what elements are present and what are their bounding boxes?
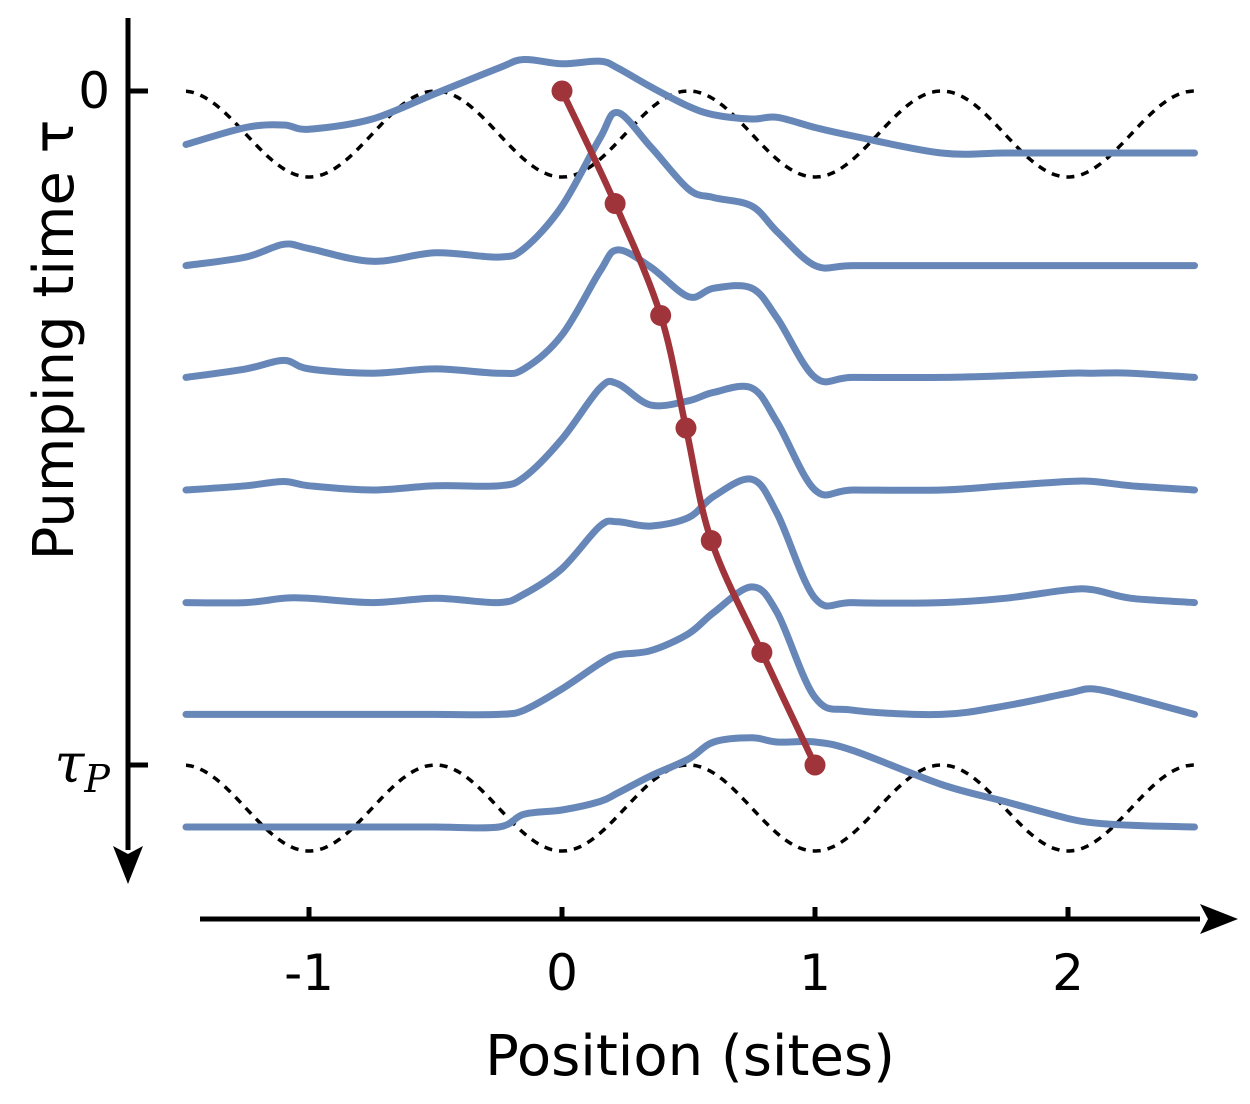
lattice-potential-2 — [185, 763, 1195, 853]
x-tick-label-4: 2 — [1052, 944, 1084, 1002]
center-of-mass-point-1 — [551, 80, 573, 102]
y-axis-title: Pumping time τ — [22, 120, 87, 561]
density-profile-7 — [182, 734, 1198, 832]
center-of-mass-point-2 — [604, 193, 626, 215]
center-of-mass-point-7 — [804, 754, 826, 776]
x-tick-label-2: 0 — [546, 944, 578, 1002]
density-profile-4 — [182, 377, 1198, 499]
x-axis-title: Position (sites) — [485, 1024, 895, 1089]
density-profile-5 — [182, 475, 1198, 610]
x-axis-arrowhead — [1200, 904, 1238, 934]
label-layer: Position (sites) Pumping time τ -1 0 1 2 0 τP — [22, 62, 1084, 1089]
axes-layer — [113, 18, 1238, 934]
lattice-layer — [185, 89, 1195, 853]
density-profile-3 — [182, 246, 1198, 386]
center-of-mass-point-6 — [751, 641, 773, 663]
center-of-mass-point-4 — [675, 417, 697, 439]
x-tick-label-3: 1 — [799, 944, 831, 1002]
y-tick-label-1: 0 — [78, 62, 110, 120]
y-axis-arrowhead — [113, 846, 143, 884]
center-of-mass-point-3 — [650, 304, 672, 326]
density-profile-6 — [182, 583, 1198, 719]
density-layer — [182, 55, 1198, 832]
density-profile-1 — [182, 55, 1198, 158]
density-profile-2 — [182, 109, 1198, 272]
center-of-mass-point-5 — [700, 530, 722, 552]
y-tick-label-2: τP — [55, 732, 112, 801]
x-tick-label-1: -1 — [284, 944, 334, 1002]
com-layer — [551, 80, 826, 776]
